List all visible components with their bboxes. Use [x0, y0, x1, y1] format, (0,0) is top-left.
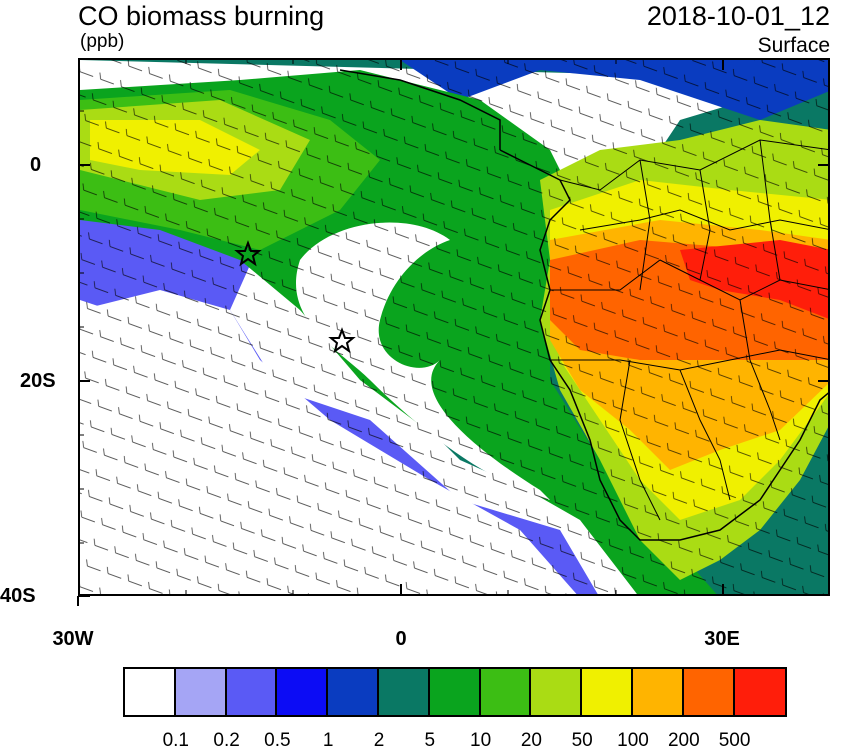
lon-label-0: 0 [395, 628, 407, 650]
valid-time: 2018-10-01_12 [646, 1, 830, 31]
colorbar-swatch [531, 669, 583, 715]
star-marker-north [234, 240, 262, 267]
colorbar-label: 0.5 [264, 730, 291, 751]
lat-label-0: 0 [30, 154, 42, 176]
colorbar-swatch [683, 669, 735, 715]
wind-barbs [80, 60, 828, 594]
colorbar-swatch [277, 669, 329, 715]
lon-label-30w: 30W [52, 628, 94, 650]
colorbar-swatch [328, 669, 379, 715]
colorbar-label: 5 [424, 730, 436, 751]
units-label: (ppb) [80, 31, 125, 52]
colorbar-swatch [480, 669, 532, 715]
co-map [80, 60, 828, 594]
colorbar-swatch [175, 669, 227, 715]
colorbar-label: 50 [571, 730, 593, 751]
colorbar-swatch [125, 669, 176, 715]
lat-label-40s: 40S [0, 585, 36, 607]
colorbar-label: 20 [520, 730, 542, 751]
colorbar-label: 0.2 [213, 730, 240, 751]
map-panel [78, 58, 830, 596]
colorbar-swatch [378, 669, 430, 715]
colorbar-label: 500 [718, 730, 751, 751]
colorbar-swatch [226, 669, 278, 715]
colorbar-label: 10 [470, 730, 492, 751]
colorbar [123, 667, 788, 717]
colorbar-label: 100 [617, 730, 649, 751]
level-label: Surface [757, 34, 830, 57]
colorbar-label: 2 [373, 730, 385, 751]
colorbar-label: 200 [667, 730, 700, 751]
lon-label-30e: 30E [704, 628, 740, 650]
colorbar-label: 1 [322, 730, 334, 751]
colorbar-label: 0.1 [162, 730, 190, 751]
colorbar-swatch [429, 669, 481, 715]
lat-label-20s: 20S [20, 370, 56, 392]
plot-title: CO biomass burning [78, 1, 325, 31]
colorbar-swatch [734, 669, 786, 715]
colorbar-swatch [632, 669, 684, 715]
colorbar-swatch [582, 669, 633, 715]
star-marker-south [328, 327, 356, 354]
